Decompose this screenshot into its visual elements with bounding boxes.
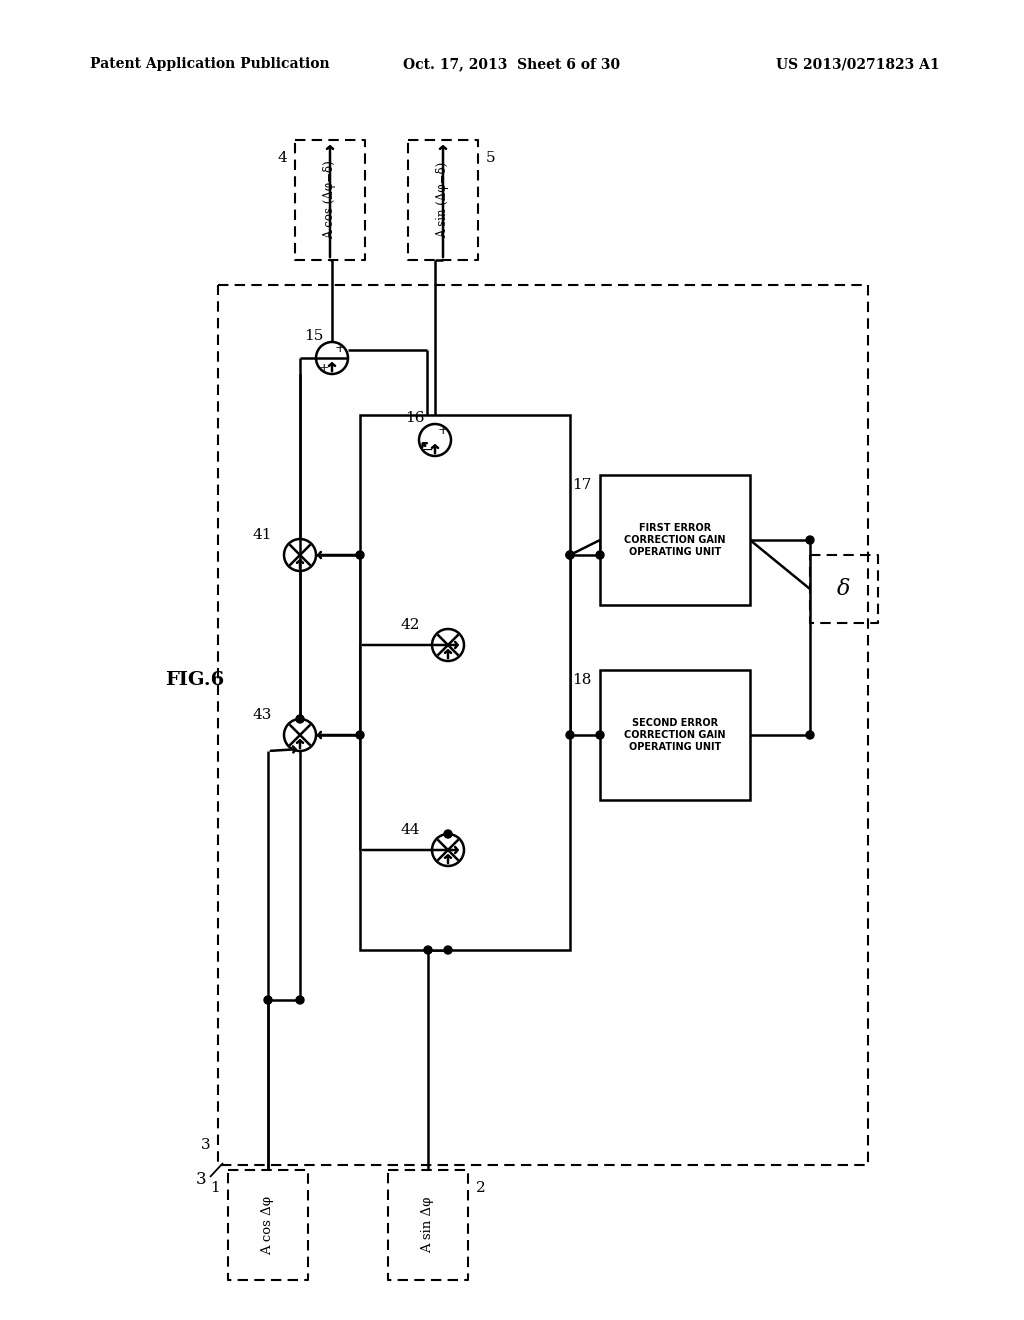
Text: 4: 4 [278, 150, 287, 165]
Text: FIRST ERROR
CORRECTION GAIN
OPERATING UNIT: FIRST ERROR CORRECTION GAIN OPERATING UN… [625, 524, 726, 557]
Text: 3: 3 [201, 1138, 210, 1152]
Text: 15: 15 [304, 329, 324, 343]
Circle shape [596, 731, 604, 739]
Text: +: + [335, 342, 345, 355]
Circle shape [264, 997, 272, 1005]
Text: −: − [421, 444, 433, 457]
Circle shape [356, 550, 364, 558]
Bar [600, 671, 750, 800]
Text: 1: 1 [210, 1181, 220, 1195]
Bar [360, 414, 570, 950]
Text: Patent Application Publication: Patent Application Publication [90, 57, 330, 71]
Text: δ: δ [838, 578, 851, 601]
Circle shape [356, 731, 364, 739]
Circle shape [566, 731, 574, 739]
Text: A sin Δφ: A sin Δφ [422, 1197, 434, 1253]
Text: 18: 18 [572, 673, 592, 686]
Text: US 2013/0271823 A1: US 2013/0271823 A1 [776, 57, 940, 71]
Text: 17: 17 [572, 478, 592, 492]
Text: 44: 44 [400, 822, 420, 837]
Bar [600, 475, 750, 605]
Text: 2: 2 [476, 1181, 485, 1195]
Text: 3: 3 [196, 1172, 206, 1188]
Text: 42: 42 [400, 618, 420, 632]
Text: FIG.6: FIG.6 [165, 671, 224, 689]
Circle shape [596, 550, 604, 558]
Circle shape [296, 715, 304, 723]
Text: A cos Δφ: A cos Δφ [261, 1196, 274, 1254]
Circle shape [566, 550, 574, 558]
Circle shape [424, 946, 432, 954]
Circle shape [444, 946, 452, 954]
Text: 43: 43 [253, 708, 272, 722]
Text: A sin (Δφ−δ): A sin (Δφ−δ) [436, 162, 450, 238]
Text: SECOND ERROR
CORRECTION GAIN
OPERATING UNIT: SECOND ERROR CORRECTION GAIN OPERATING U… [625, 718, 726, 751]
Text: 16: 16 [406, 411, 425, 425]
Circle shape [444, 830, 452, 838]
Circle shape [566, 550, 574, 558]
Text: Oct. 17, 2013  Sheet 6 of 30: Oct. 17, 2013 Sheet 6 of 30 [403, 57, 621, 71]
Text: +: + [437, 424, 449, 437]
Text: +: + [318, 362, 330, 375]
Text: A cos (Δφ−δ): A cos (Δφ−δ) [324, 161, 337, 239]
Circle shape [806, 731, 814, 739]
Text: 41: 41 [253, 528, 272, 543]
Circle shape [296, 997, 304, 1005]
Text: 5: 5 [486, 150, 496, 165]
Circle shape [806, 536, 814, 544]
